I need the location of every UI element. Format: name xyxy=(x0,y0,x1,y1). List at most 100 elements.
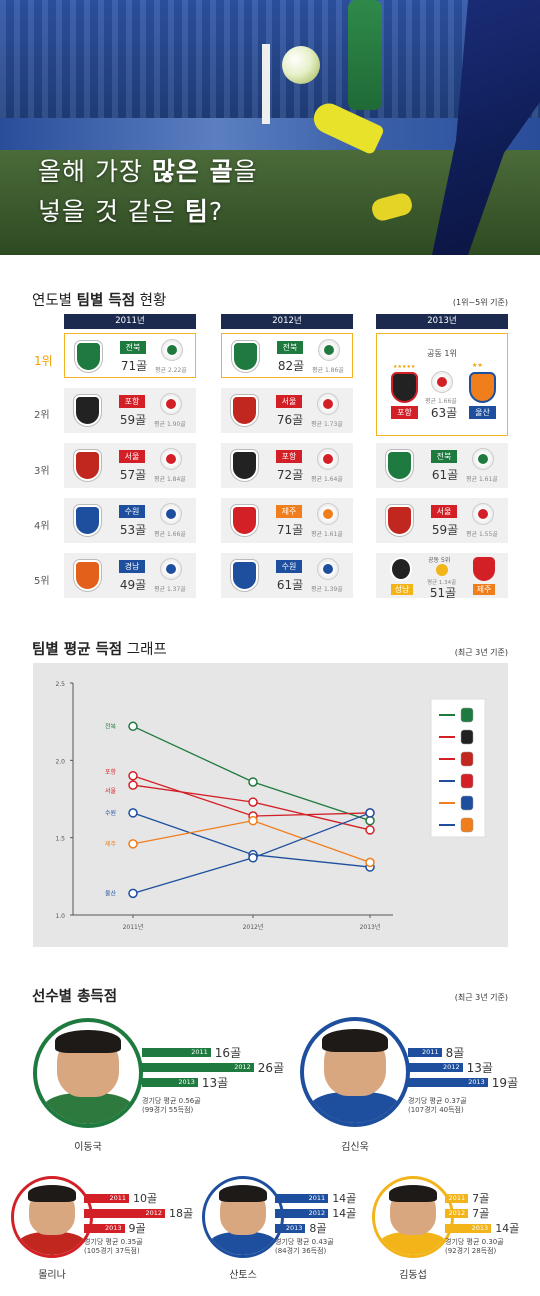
series-label: 제주 xyxy=(105,840,117,848)
player-avg: 경기당 평균 0.43골 xyxy=(275,1238,334,1246)
player-hair xyxy=(218,1185,268,1202)
goal-value: 14골 xyxy=(332,1207,357,1220)
team-emblem-icon xyxy=(231,450,258,481)
legend-emblem-icon xyxy=(460,751,474,767)
card-2013-joint-fifth: 성남 공동 5위 평균 1.34골 51골 제주 xyxy=(376,553,508,600)
goal-value: 9골 xyxy=(128,1222,146,1235)
goal-bar: 2012 xyxy=(142,1063,254,1072)
avg-goals-line-chart: 1.0 1.5 2.0 2.5 2011년 2012년 2013년 전북 포항 서울 수원 제주 울산 xyxy=(33,663,508,947)
goal-bar: 2011 xyxy=(275,1194,329,1203)
goal-bar: 2013 xyxy=(408,1078,488,1087)
goal-value: 10골 xyxy=(133,1192,158,1205)
player-avg: 경기당 평균 0.35골 xyxy=(84,1238,143,1246)
rank-label: 5위 xyxy=(34,576,50,587)
seongnam-emblem-icon xyxy=(390,557,412,581)
pohang-emblem-icon xyxy=(391,372,418,403)
goal-value: 8골 xyxy=(445,1046,465,1060)
team-card: 경남 49골 평균 1.37골 xyxy=(64,553,196,598)
rank-label: 4위 xyxy=(34,521,50,532)
soccer-ball-icon xyxy=(317,448,339,470)
team-label: 포항 xyxy=(276,450,302,463)
data-point xyxy=(128,771,138,781)
series-label: 서울 xyxy=(105,787,117,795)
player-avg: 경기당 평균 0.37골 xyxy=(408,1097,467,1105)
player-name: 김신욱 xyxy=(341,1142,369,1153)
goalpost xyxy=(262,44,270,124)
soccer-ball-icon xyxy=(318,339,340,361)
team-emblem-icon xyxy=(74,560,101,591)
avg-text: 평균 1.73골 xyxy=(311,421,343,428)
team-label: 전북 xyxy=(120,341,146,354)
team-card: 포항 72골 평균 1.64골 xyxy=(221,443,353,488)
goal-value: 8골 xyxy=(309,1222,327,1235)
section-note: (최근 3년 기준) xyxy=(454,648,508,657)
card-2013-joint-first: 공동 1위 ★★★★★ ★★ 평균 1.66골 63골 포항 울산 xyxy=(376,333,508,436)
data-point xyxy=(248,815,258,826)
player-shirt xyxy=(378,1232,448,1255)
star-icon: ★★ xyxy=(472,362,483,369)
goal-value: 19골 xyxy=(491,1076,519,1090)
player-name: 김동섭 xyxy=(399,1270,427,1281)
series-label: 포항 xyxy=(105,768,117,776)
player-total: (84경기 36득점) xyxy=(275,1247,327,1255)
x-tick-label: 2012년 xyxy=(243,923,264,931)
goal-value: 7골 xyxy=(472,1207,490,1220)
goal-value: 16골 xyxy=(214,1046,242,1060)
goal-bar: 2012 xyxy=(84,1209,165,1218)
team-card: 전북 71골 평균 2.22골 xyxy=(64,333,196,378)
data-point xyxy=(128,888,138,899)
team-card: 전북 61골 평균 1.61골 xyxy=(376,443,508,488)
soccer-ball-icon xyxy=(436,564,448,576)
team-card: 수원 53골 평균 1.66골 xyxy=(64,498,196,543)
series-label: 울산 xyxy=(105,889,117,897)
player-total: (92경기 28득점) xyxy=(445,1247,497,1255)
data-point xyxy=(248,853,258,863)
player-hair xyxy=(388,1185,438,1202)
year-header-2011: 2011년 xyxy=(64,314,196,329)
goal-value: 18골 xyxy=(169,1207,194,1220)
player-shirt xyxy=(208,1232,278,1255)
team-card: 서울 59골 평균 1.55골 xyxy=(376,498,508,543)
avg-text: 평균 1.61골 xyxy=(311,531,343,538)
team-label: 서울 xyxy=(119,450,145,463)
rank-label: 1위 xyxy=(34,354,53,368)
goals-text: 63골 xyxy=(430,406,458,420)
goals-text: 61골 xyxy=(276,578,304,592)
legend-emblem-icon xyxy=(460,707,474,723)
player-name: 몰리나 xyxy=(38,1270,66,1281)
goals-text: 57골 xyxy=(119,468,147,482)
soccer-ball-icon xyxy=(160,448,182,470)
y-tick-label: 1.5 xyxy=(55,836,65,843)
goals-text: 61골 xyxy=(431,468,459,482)
hero-title-line2: 넣을 것 같은 팀? xyxy=(38,197,224,226)
player-total: (107경기 40득점) xyxy=(408,1106,464,1114)
data-point xyxy=(248,777,258,787)
team-emblem-icon xyxy=(386,450,413,481)
goal-value: 26골 xyxy=(257,1061,285,1075)
avg-text: 평균 1.66골 xyxy=(425,398,457,405)
player-hair xyxy=(322,1029,388,1052)
team-emblem-icon xyxy=(386,505,413,536)
section-note: (최근 3년 기준) xyxy=(454,993,508,1002)
avg-text: 평균 1.61골 xyxy=(466,476,498,483)
player-photo xyxy=(202,1176,284,1258)
player-shirt xyxy=(309,1092,401,1123)
section-note: (1위~5위 기준) xyxy=(452,298,508,307)
player-total: (99경기 55득점) xyxy=(142,1106,194,1114)
team-label: 서울 xyxy=(276,395,302,408)
team-card: 제주 71골 평균 1.61골 xyxy=(221,498,353,543)
team-label: 제주 xyxy=(473,584,495,595)
player-hair xyxy=(55,1030,121,1053)
team-emblem-icon xyxy=(231,560,258,591)
section-title-team-goals: 연도별 팀별 득점 현황 xyxy=(32,293,167,309)
soccer-ball-icon xyxy=(160,558,182,580)
player-hair xyxy=(27,1185,77,1202)
data-point xyxy=(365,808,375,818)
team-label: 경남 xyxy=(119,560,145,573)
avg-text: 평균 1.90골 xyxy=(154,421,186,428)
legend-box xyxy=(430,698,486,838)
player-photo xyxy=(11,1176,93,1258)
player-shirt xyxy=(42,1093,134,1124)
ad-board xyxy=(0,118,540,150)
